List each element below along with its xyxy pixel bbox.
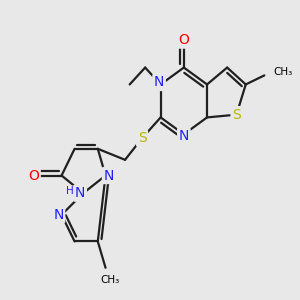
Text: N: N [179,129,189,143]
Text: S: S [232,108,241,122]
Text: CH₃: CH₃ [100,275,120,285]
Text: N: N [103,169,114,182]
Text: N: N [75,186,85,200]
Text: O: O [178,33,189,47]
Text: H: H [66,186,74,196]
Text: O: O [28,169,39,182]
Text: S: S [138,131,146,145]
Text: N: N [154,76,164,89]
Text: CH₃: CH₃ [273,67,292,77]
Text: N: N [53,208,64,222]
